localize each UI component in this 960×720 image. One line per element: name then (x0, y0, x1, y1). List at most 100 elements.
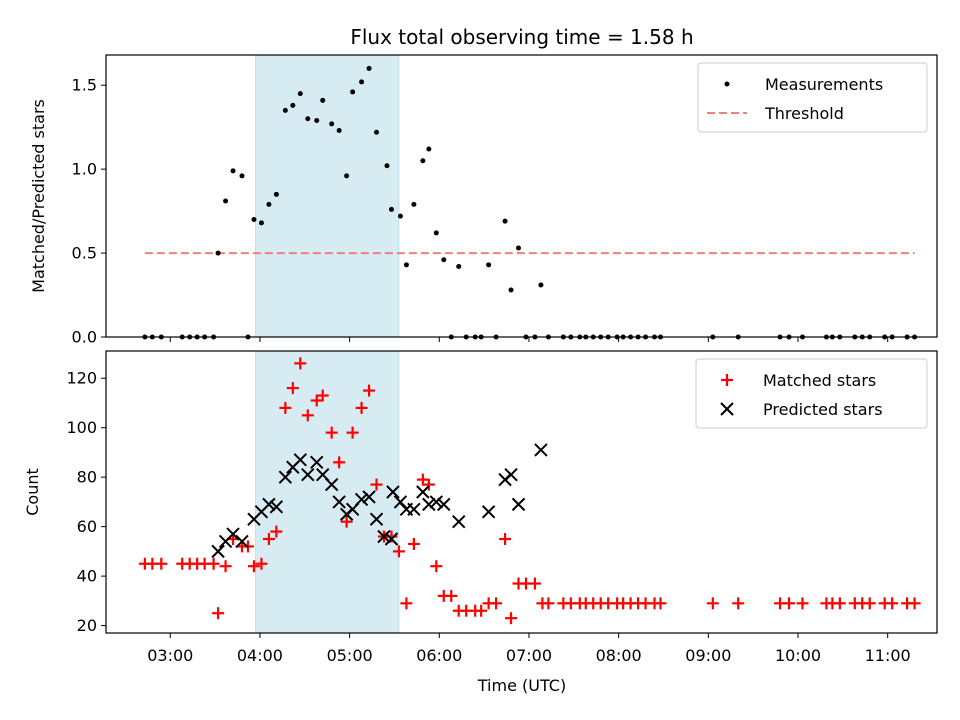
matched-star-point (863, 597, 876, 610)
matched-star-point (207, 557, 220, 570)
measurement-point (538, 282, 544, 288)
matched-star-point (325, 426, 338, 439)
predicted-star-point (362, 490, 376, 504)
y-tick-label: 0.5 (72, 244, 97, 263)
predicted-star-point (416, 485, 430, 499)
measurement-point (297, 91, 303, 97)
y-tick-label: 20 (77, 616, 97, 635)
measurement-point (305, 116, 311, 122)
measurement-point (230, 168, 236, 174)
top-y-ticks: 0.0 0.5 1.0 1.5 (72, 76, 106, 347)
predicted-star-point (407, 502, 421, 517)
measurement-point (374, 129, 380, 135)
matched-star-point (908, 597, 921, 610)
top-y-axis-label: Matched/Predicted stars (29, 99, 48, 293)
predicted-star-point (332, 495, 346, 509)
measurement-point (516, 245, 522, 251)
matched-star-point (286, 382, 299, 395)
predicted-star-point (324, 477, 339, 492)
measurement-point (215, 250, 221, 256)
predicted-star-point (354, 492, 369, 507)
y-tick-label: 80 (77, 468, 97, 487)
bottom-y-ticks: 20 40 60 80 100 120 (66, 369, 106, 635)
bottom-axes-frame (105, 350, 938, 634)
matched-star-point (255, 557, 268, 570)
matched-star-point (385, 530, 398, 543)
legend-matched-label: Matched stars (763, 371, 876, 390)
top-legend-box (697, 62, 928, 133)
predicted-star-point (386, 485, 400, 499)
legend-measurements-marker (724, 81, 730, 87)
legend-measurements-label: Measurements (765, 75, 883, 94)
predicted-star-point (384, 532, 399, 546)
matched-star-point (654, 597, 667, 610)
predicted-star-point (269, 500, 284, 514)
predicted-star-point (310, 455, 324, 470)
measurement-point (251, 217, 257, 222)
x-tick-label: 09:00 (685, 646, 731, 665)
legend-predicted-label: Predicted stars (763, 400, 883, 419)
predicted-star-point (481, 505, 496, 519)
measurement-point (350, 89, 356, 95)
matched-star-point (400, 597, 413, 610)
measurement-point (508, 287, 514, 293)
predicted-star-point (452, 514, 466, 529)
matched-star-point (475, 604, 488, 617)
legend-matched-marker (721, 374, 733, 386)
x-tick-label: 06:00 (416, 646, 462, 665)
measurement-point (258, 220, 264, 226)
matched-star-point (783, 597, 796, 610)
measurement-point (314, 117, 320, 123)
predicted-star-point (235, 534, 249, 549)
predicted-star-point (278, 470, 293, 484)
y-tick-label: 40 (77, 567, 97, 586)
x-tick-label: 07:00 (506, 646, 552, 665)
predicted-star-point (504, 467, 518, 482)
matched-star-point (490, 597, 503, 610)
measurement-point (441, 257, 447, 263)
bottom-legend-box (695, 358, 928, 429)
measurement-point (411, 201, 417, 207)
predicted-star-point (422, 497, 436, 512)
top-highlight-span (254, 54, 400, 338)
top-panel: 0.0 0.5 1.0 1.5 Matched/Predicted stars Mea… (29, 54, 938, 347)
predicted-star-point (429, 495, 444, 509)
predicted-star-point (293, 453, 308, 467)
matched-star-point (422, 478, 435, 491)
top-legend: Measurements Threshold (697, 62, 928, 133)
y-tick-label: 60 (77, 517, 97, 536)
matched-star-point (333, 456, 346, 469)
matched-star-point (445, 589, 458, 602)
matched-star-point (316, 389, 329, 402)
matched-star-point (247, 560, 260, 573)
matched-star-point (279, 401, 292, 414)
y-tick-label: 0.0 (72, 328, 97, 347)
measurement-point (486, 262, 492, 268)
measurement-point (290, 102, 296, 108)
predicted-star-point (369, 512, 384, 526)
predicted-star-point (301, 467, 315, 482)
matched-star-point (219, 560, 232, 573)
matched-star-point (542, 597, 555, 610)
matched-star-point (407, 537, 420, 550)
matched-star-point (355, 401, 368, 414)
measurement-point (282, 107, 288, 113)
measurement-point (273, 191, 279, 197)
matched-star-point (262, 533, 275, 545)
legend-predicted-marker (720, 402, 734, 416)
top-x-ticks (169, 337, 889, 342)
matched-star-point (212, 607, 225, 620)
matched-star-point (392, 545, 405, 558)
measurement-point (344, 173, 350, 179)
measurement-point (359, 79, 365, 85)
measurement-point (388, 206, 394, 212)
matched-star-point (499, 533, 512, 545)
matched-star-point (833, 597, 846, 610)
x-tick-label: 03:00 (147, 646, 193, 665)
matched-star-point (294, 357, 307, 370)
measurement-point (384, 163, 390, 169)
matched-star-point (370, 478, 383, 491)
matched-star-point (732, 597, 745, 610)
x-tick-label: 11:00 (865, 646, 911, 665)
predicted-star-point (511, 497, 526, 512)
